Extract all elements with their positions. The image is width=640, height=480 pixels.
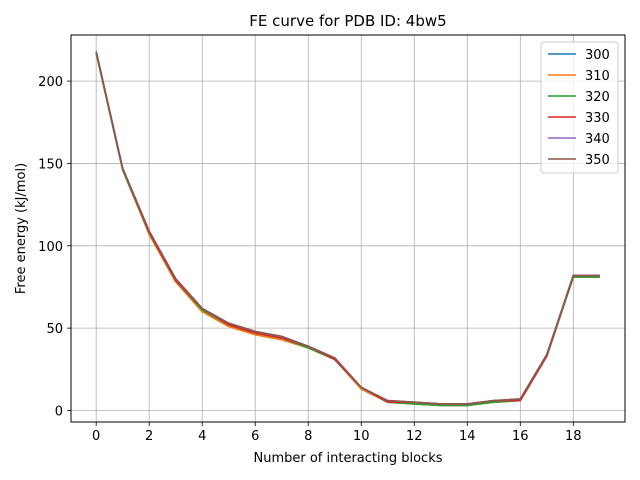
x-tick-label: 10 xyxy=(353,429,370,444)
x-tick-label: 16 xyxy=(512,429,529,444)
y-tick-label: 100 xyxy=(38,240,63,255)
x-tick-label: 0 xyxy=(92,429,100,444)
legend-entry-label: 350 xyxy=(585,153,610,168)
y-tick-label: 200 xyxy=(38,75,63,90)
x-axis-label: Number of interacting blocks xyxy=(253,451,442,466)
x-tick-label: 18 xyxy=(565,429,582,444)
grid-lines xyxy=(71,35,625,422)
legend-entry-label: 340 xyxy=(585,132,610,147)
y-tick-label: 50 xyxy=(46,322,63,337)
x-tick-label: 2 xyxy=(145,429,153,444)
legend-entry-label: 320 xyxy=(585,90,610,105)
legend-entry-label: 330 xyxy=(585,111,610,126)
x-tick-label: 4 xyxy=(198,429,206,444)
y-axis-ticks: 0 50 100 150 200 xyxy=(38,75,71,419)
x-tick-label: 8 xyxy=(304,429,312,444)
y-axis-label: Free energy (kJ/mol) xyxy=(14,163,29,294)
series-lines xyxy=(95,51,600,407)
series-line-350 xyxy=(95,51,600,405)
y-tick-label: 0 xyxy=(55,404,63,419)
plot-frame xyxy=(70,34,626,423)
legend: 300 310 320 330 340 350 xyxy=(540,41,619,174)
x-axis-ticks: 0 2 4 6 8 10 12 14 16 18 xyxy=(92,422,582,444)
chart-title: FE curve for PDB ID: 4bw5 xyxy=(249,12,446,30)
legend-entry-label: 300 xyxy=(585,48,610,63)
legend-entry-label: 310 xyxy=(585,69,610,84)
y-tick-label: 150 xyxy=(38,157,63,172)
x-tick-label: 6 xyxy=(251,429,259,444)
x-tick-label: 14 xyxy=(459,429,476,444)
x-tick-label: 12 xyxy=(406,429,423,444)
